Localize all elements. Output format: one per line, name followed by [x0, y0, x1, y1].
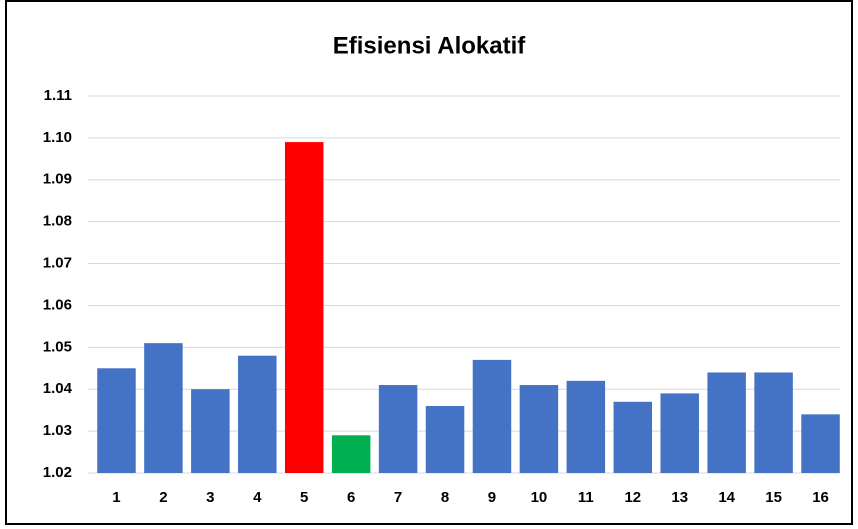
bar	[660, 393, 699, 473]
y-tick-label: 1.06	[43, 296, 72, 313]
bar	[144, 343, 183, 473]
x-tick-label: 14	[718, 489, 735, 506]
x-tick-label: 5	[300, 489, 308, 506]
x-tick-label: 3	[206, 489, 214, 506]
bar	[707, 372, 746, 473]
y-tick-label: 1.02	[43, 464, 72, 481]
y-tick-label: 1.08	[43, 213, 72, 230]
y-tick-label: 1.09	[43, 171, 72, 188]
y-tick-label: 1.03	[43, 422, 72, 439]
bar	[425, 405, 465, 473]
x-tick-label: 11	[578, 489, 594, 506]
x-tick-label: 1	[112, 489, 120, 506]
y-tick-label: 1.11	[44, 87, 72, 104]
bar	[566, 380, 606, 473]
x-tick-label: 2	[159, 489, 167, 506]
x-tick-label: 6	[347, 489, 355, 506]
x-tick-label: 8	[441, 489, 449, 506]
x-tick-label: 16	[812, 489, 829, 506]
x-tick-label: 7	[394, 489, 402, 506]
bar	[801, 414, 840, 473]
x-tick-label: 10	[531, 489, 548, 506]
chart-title: Efisiensi Alokatif	[333, 32, 527, 59]
bar	[331, 435, 371, 473]
bar	[97, 368, 136, 473]
bar	[191, 389, 230, 473]
y-tick-label: 1.05	[43, 338, 72, 355]
bar	[378, 385, 418, 473]
x-tick-label: 15	[765, 489, 782, 506]
bar	[472, 359, 512, 473]
bar	[613, 401, 653, 473]
bar	[238, 355, 277, 473]
y-tick-label: 1.07	[43, 255, 72, 272]
x-tick-label: 12	[624, 489, 641, 506]
bar	[284, 142, 324, 474]
x-tick-label: 4	[253, 489, 262, 506]
y-tick-label: 1.10	[43, 129, 72, 146]
y-tick-label: 1.04	[43, 380, 73, 397]
x-tick-label: 9	[488, 489, 496, 506]
bar	[754, 372, 793, 473]
x-tick-label: 13	[671, 489, 688, 506]
bar	[519, 385, 559, 473]
